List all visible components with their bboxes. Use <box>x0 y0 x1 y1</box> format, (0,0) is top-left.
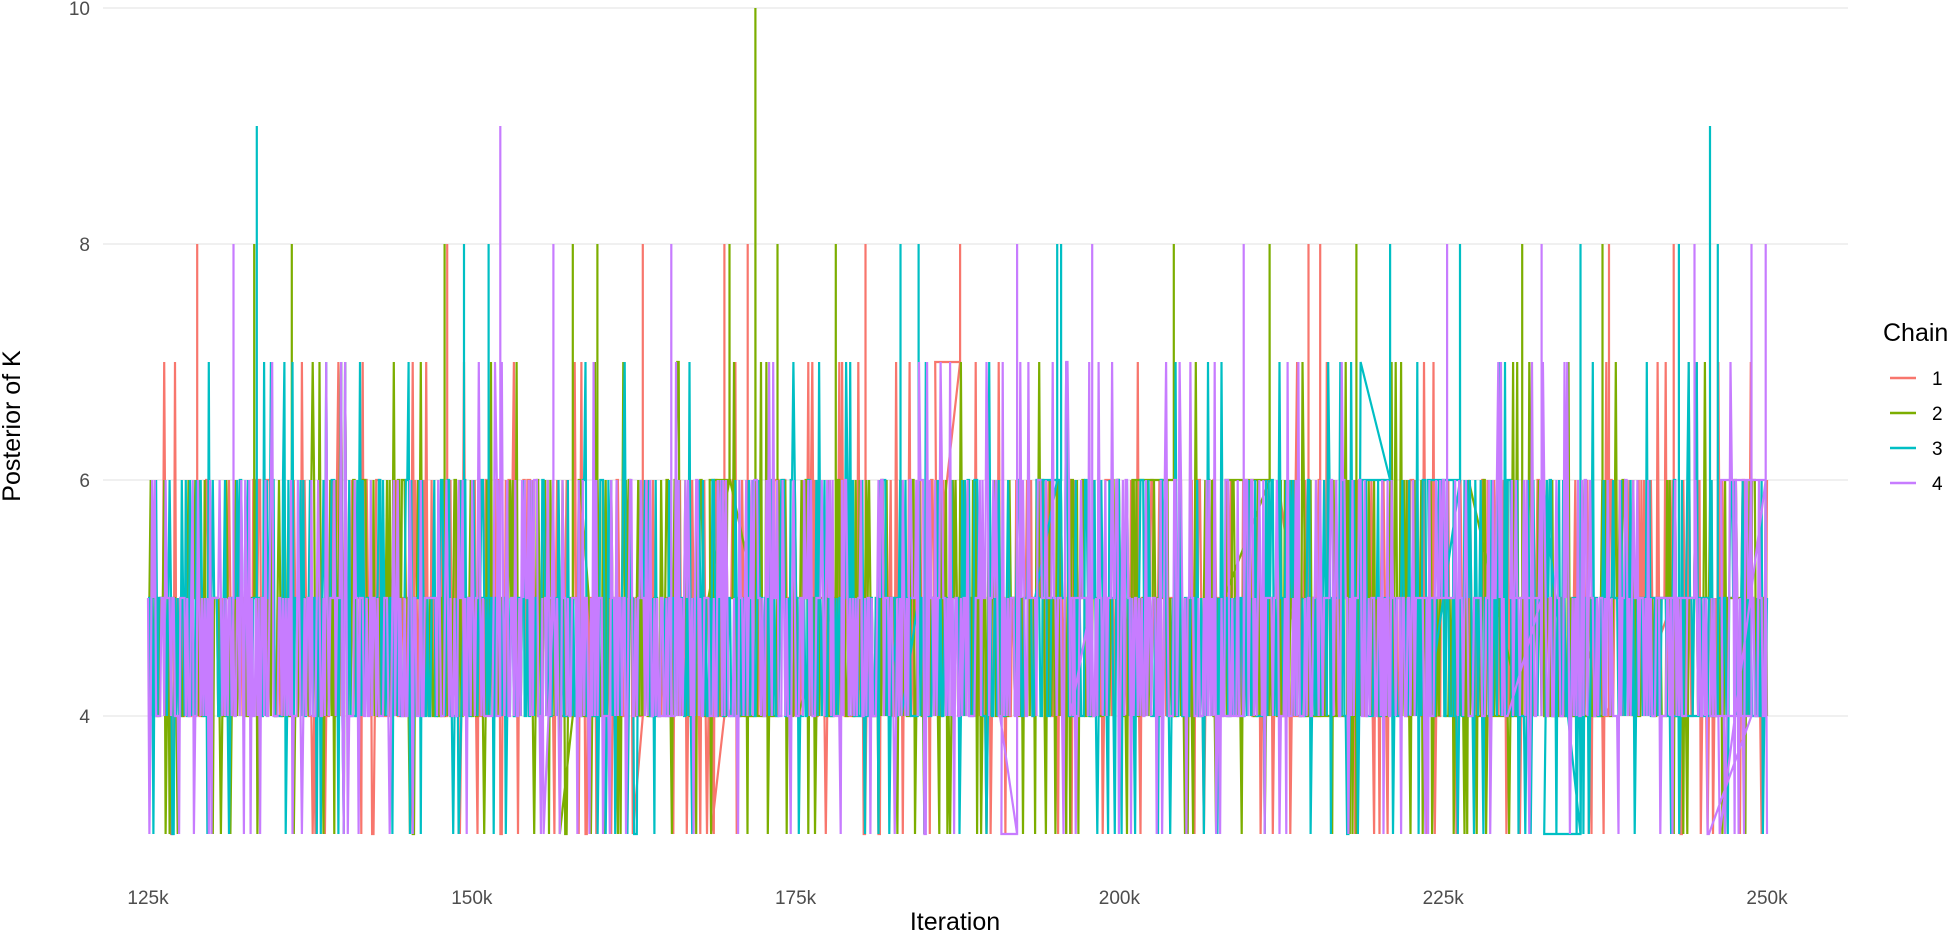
y-tick-label: 10 <box>69 0 90 20</box>
y-tick-label: 6 <box>79 471 90 492</box>
x-tick-label: 250k <box>1746 888 1788 909</box>
x-axis-tick-labels: 125k 150k 175k 200k 225k 250k <box>127 888 1788 909</box>
series-chain-4-line <box>146 126 1769 836</box>
y-axis-tick-labels: 4 6 8 10 <box>69 0 91 728</box>
x-tick-label: 225k <box>1423 888 1465 909</box>
legend-title: Chain <box>1883 319 1948 347</box>
legend-label-chain-4: 4 <box>1932 474 1943 495</box>
legend: Chain 1 2 3 4 <box>1883 319 1948 495</box>
trace-series <box>146 7 1769 836</box>
series-chain-3-line <box>148 126 1769 836</box>
legend-label-chain-3: 3 <box>1932 439 1943 460</box>
y-tick-label: 4 <box>79 707 90 728</box>
legend-label-chain-1: 1 <box>1932 369 1943 390</box>
x-axis-title: Iteration <box>910 908 1000 933</box>
x-tick-label: 175k <box>775 888 817 909</box>
legend-items: 1 2 3 4 <box>1890 369 1943 495</box>
y-axis-title: Posterior of K <box>0 350 26 502</box>
x-tick-label: 150k <box>451 888 493 909</box>
x-tick-label: 125k <box>127 888 169 909</box>
x-tick-label: 200k <box>1099 888 1141 909</box>
y-tick-label: 8 <box>79 235 90 256</box>
legend-label-chain-2: 2 <box>1932 404 1943 425</box>
